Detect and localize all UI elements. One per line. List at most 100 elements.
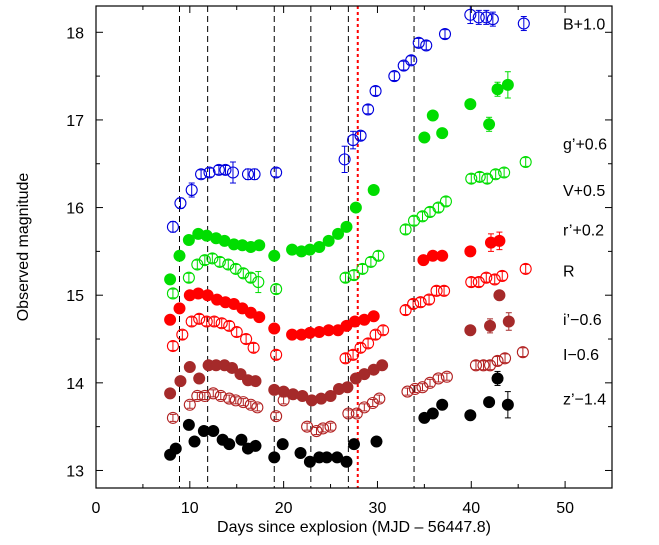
- data-point: [198, 389, 211, 403]
- data-point: [188, 435, 201, 448]
- x-tick-label: 50: [556, 500, 574, 517]
- data-point: [436, 127, 449, 140]
- data-point: [253, 311, 266, 324]
- data-point: [226, 361, 239, 374]
- data-point: [356, 262, 369, 275]
- data-point: [310, 424, 323, 438]
- data-point: [249, 375, 262, 388]
- data-point: [414, 296, 427, 309]
- data-point: [223, 438, 236, 451]
- series-labels: z’−1.4 I−0.6 i’−0.6 Rr’+0.2 V+0.5 g’+0.6 B+1.0: [563, 17, 607, 409]
- data-point: [268, 249, 281, 262]
- data-point: [502, 315, 515, 328]
- data-point: [253, 239, 266, 252]
- data-point: [519, 155, 532, 169]
- data-point: [215, 317, 228, 330]
- data-point: [241, 168, 255, 181]
- data-point: [169, 442, 182, 455]
- data-point: [270, 283, 283, 296]
- axis-ticks: 0 10 20 30 40 50 13 14 15 16 17 18: [66, 6, 612, 517]
- data-point: [477, 359, 490, 372]
- data-point: [166, 411, 179, 424]
- data-point: [230, 325, 243, 339]
- data-point: [464, 98, 477, 111]
- data-point: [469, 359, 483, 372]
- data-point: [436, 398, 449, 411]
- data-point: [206, 252, 219, 265]
- x-tick-label: 20: [275, 500, 293, 517]
- y-tick-label: 14: [66, 376, 84, 393]
- data-point: [439, 195, 452, 208]
- data-point: [364, 255, 377, 268]
- data-point: [472, 11, 485, 24]
- y-axis-label: Observed magnitude: [15, 173, 32, 322]
- data-point: [249, 439, 262, 452]
- data-point: [412, 36, 425, 49]
- data-point: [212, 163, 225, 176]
- y-tick-label: 13: [66, 463, 84, 480]
- data-point: [324, 389, 337, 402]
- data-point: [252, 276, 265, 289]
- data-point: [195, 168, 208, 181]
- data-point: [366, 396, 379, 410]
- data-point: [489, 168, 502, 181]
- data-point: [320, 451, 333, 464]
- data-point: [349, 201, 362, 214]
- data-point: [182, 233, 195, 246]
- data-point: [214, 389, 227, 403]
- data-point: [173, 249, 186, 262]
- data-points: [164, 5, 532, 468]
- data-point: [237, 396, 250, 409]
- data-point: [200, 315, 213, 328]
- data-point: [516, 346, 529, 359]
- data-point: [377, 324, 390, 337]
- data-point: [208, 315, 221, 328]
- data-point: [342, 407, 355, 420]
- data-point: [185, 183, 198, 197]
- series-label-6: g’+0.6: [563, 137, 607, 154]
- data-point: [340, 220, 353, 233]
- data-point: [498, 166, 511, 179]
- data-point: [418, 131, 431, 144]
- y-tick-label: 18: [66, 25, 84, 42]
- data-point: [465, 276, 478, 289]
- series-5: [166, 155, 532, 300]
- data-point: [270, 348, 283, 361]
- series-label-3: R: [563, 264, 575, 281]
- data-point: [493, 234, 506, 247]
- data-point: [268, 322, 281, 335]
- data-point: [339, 271, 352, 284]
- data-point: [348, 438, 360, 451]
- series-6: [164, 71, 514, 286]
- data-point: [399, 304, 412, 317]
- data-point: [436, 249, 449, 262]
- series-label-7: B+1.0: [563, 17, 605, 34]
- data-point: [464, 324, 477, 337]
- data-point: [480, 11, 493, 24]
- data-point: [223, 319, 236, 332]
- data-point: [207, 387, 220, 400]
- data-point: [473, 170, 486, 183]
- data-point: [240, 332, 253, 346]
- data-point: [496, 269, 509, 282]
- data-point: [268, 451, 281, 464]
- data-point: [369, 84, 382, 98]
- data-point: [370, 435, 383, 448]
- data-point: [423, 293, 436, 306]
- data-point: [251, 401, 264, 414]
- data-point: [173, 302, 186, 315]
- data-point: [407, 297, 420, 311]
- data-point: [373, 392, 386, 405]
- data-point: [191, 389, 204, 403]
- data-point: [313, 241, 326, 253]
- series-3: [166, 262, 532, 365]
- series-label-5: V+0.5: [563, 183, 605, 200]
- data-point: [203, 166, 216, 179]
- data-point: [166, 287, 179, 300]
- plot-frame: [95, 5, 613, 489]
- series-label-4: r’+0.2: [563, 222, 604, 239]
- data-point: [376, 359, 389, 372]
- data-point: [483, 118, 496, 131]
- data-point: [486, 13, 499, 26]
